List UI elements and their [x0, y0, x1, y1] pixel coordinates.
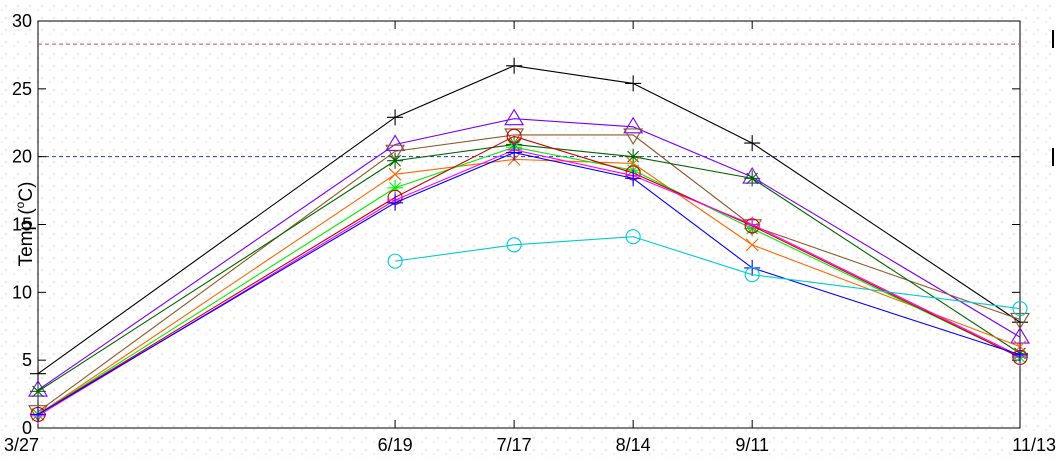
- data-point: [388, 167, 402, 181]
- data-point: [506, 237, 522, 253]
- y-axis-label-superscript: o: [13, 201, 27, 208]
- data-point: [623, 116, 644, 134]
- axes: 0 5 10 15 20 25 30 3/27 6/19 7/17 8/14 9/11 11/13: [4, 11, 1056, 455]
- legend-remnant: [1052, 30, 1054, 166]
- data-point: [744, 267, 760, 283]
- data-point: [387, 253, 403, 269]
- data-point: [744, 170, 761, 187]
- data-point: [623, 128, 644, 146]
- series-line-5: [37, 146, 1021, 415]
- data-point: [625, 75, 642, 92]
- data-point: [745, 238, 759, 252]
- y-tick-label: 5: [22, 350, 32, 370]
- plot-area: [37, 20, 1021, 429]
- series-line-0: [37, 65, 1021, 375]
- series-0: [30, 57, 1028, 382]
- data-point: [625, 148, 642, 165]
- series-line-7: [37, 149, 1021, 417]
- data-point: [625, 229, 641, 245]
- series-5: [30, 139, 1028, 423]
- y-tick-label: 30: [12, 11, 32, 31]
- data-point: [625, 170, 642, 187]
- x-tick-label: 8/14: [616, 435, 651, 455]
- data-point: [387, 194, 404, 211]
- x-tick-label: 7/17: [497, 435, 532, 455]
- data-point: [1010, 327, 1030, 344]
- series-line-6: [37, 135, 1021, 415]
- data-point: [1013, 340, 1027, 353]
- y-axis-label: Temp (oC): [13, 182, 37, 267]
- data-point: [1010, 312, 1030, 330]
- series-8: [30, 144, 1028, 423]
- series-3: [30, 136, 1028, 400]
- series-line-9: [395, 236, 1021, 310]
- x-tick-label: 11/13: [1012, 435, 1056, 455]
- series-line-2: [37, 134, 1021, 413]
- x-tick-label: 6/19: [378, 435, 413, 455]
- data-point: [387, 152, 404, 169]
- series-9: [387, 229, 1028, 317]
- data-point: [744, 216, 761, 233]
- series-6: [30, 128, 1028, 422]
- data-point: [30, 383, 46, 400]
- data-point: [744, 135, 761, 152]
- series-line-8: [37, 152, 1021, 415]
- data-point: [30, 365, 46, 382]
- series-7: [30, 141, 1028, 424]
- x-tick-label: 9/11: [735, 435, 769, 455]
- data-point: [385, 144, 406, 162]
- reference-lines: [38, 43, 1020, 158]
- series-line-3: [37, 143, 1021, 392]
- data-point: [387, 179, 404, 196]
- y-tick-label: 0: [22, 418, 32, 438]
- data-point: [30, 406, 46, 423]
- series-line-1: [37, 118, 1021, 391]
- series: [28, 57, 1030, 424]
- series-2: [28, 128, 1030, 422]
- data-point: [385, 134, 406, 152]
- data-point: [506, 57, 523, 74]
- y-tick-label: 25: [12, 79, 32, 99]
- y-tick-label: 20: [12, 147, 32, 167]
- y-tick-label: 10: [12, 282, 32, 302]
- data-point: [1012, 301, 1028, 317]
- x-tick-label: 3/27: [4, 435, 39, 455]
- data-point: [1012, 346, 1028, 363]
- data-point: [387, 109, 404, 126]
- data-point: [504, 108, 525, 126]
- data-point: [506, 144, 523, 161]
- series-line-4: [37, 158, 1021, 415]
- y-tick-label: 15: [12, 215, 32, 235]
